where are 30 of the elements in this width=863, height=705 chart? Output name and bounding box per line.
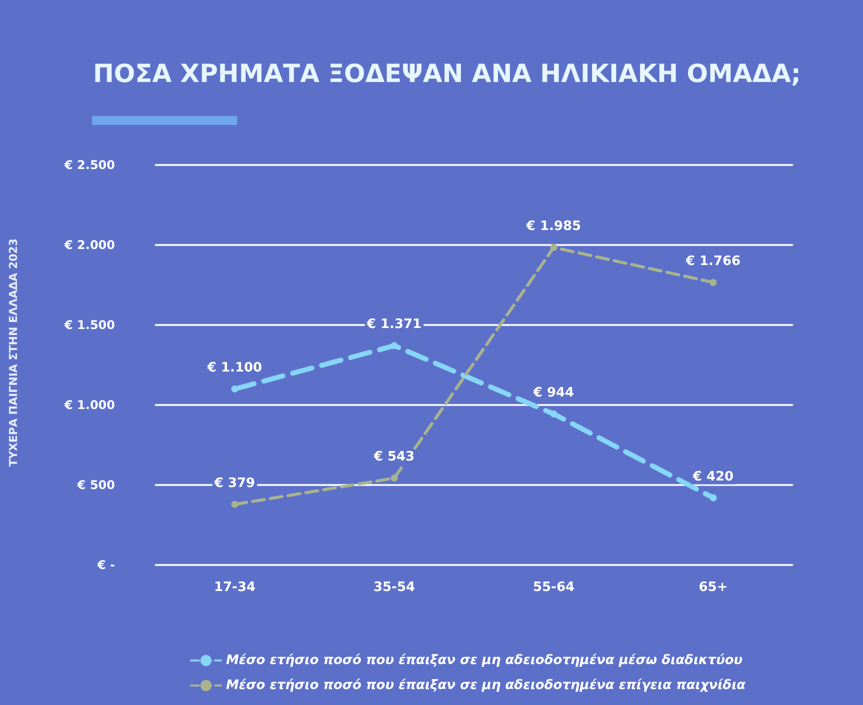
data-label: € 1.371 bbox=[366, 317, 422, 332]
data-label: € 1.100 bbox=[206, 360, 262, 376]
point bbox=[710, 494, 717, 502]
data-label: € 1.766 bbox=[684, 254, 741, 269]
x-tick-label: 35-54 bbox=[373, 580, 416, 595]
legend-label: Μέσο ετήσιο ποσό που έπαιξαν σε μη αδειοδοτημένα μέσω διαδικτύου bbox=[226, 653, 743, 668]
legend-label: Μέσο ετήσιο ποσό που έπαιξαν σε μη αδειοδοτημένα επίγεια παιχνίδια bbox=[226, 678, 746, 693]
x-tick-label: 17-34 bbox=[214, 580, 256, 595]
y-tick-label: € 1.500 bbox=[64, 318, 115, 332]
point bbox=[550, 410, 558, 418]
data-label: € 944 bbox=[532, 385, 574, 400]
text: ΤΥΧΕΡΑ ΠΑΙΓΝΙΑ ΣΤΗΝ ΕΛΛΑΔΑ 2023 bbox=[7, 238, 20, 467]
point bbox=[390, 342, 398, 350]
data-label: € 420 bbox=[692, 469, 734, 484]
x-tick-label: 65+ bbox=[698, 580, 728, 595]
point bbox=[550, 244, 558, 251]
data-label: € 1.985 bbox=[525, 218, 582, 234]
point bbox=[390, 474, 398, 482]
y-tick-label: € 1.000 bbox=[64, 398, 115, 412]
y-tick-label: € - bbox=[96, 558, 116, 572]
point bbox=[231, 386, 238, 392]
data-label: € 543 bbox=[372, 450, 415, 465]
y-tick-label: € 2.500 bbox=[64, 158, 115, 172]
x-tick-label: 55-64 bbox=[532, 580, 575, 595]
y-tick-label: € 500 bbox=[76, 478, 115, 492]
point bbox=[710, 278, 717, 286]
chart-title: ΠΟΣΑ ΧΡΗΜΑΤΑ ΞΟΔΕΨΑΝ ΑΝΑ ΗΛΙΚΙΑΚΗ ΟΜΑΔΑ; bbox=[93, 59, 801, 88]
data-label: € 379 bbox=[213, 476, 256, 491]
point bbox=[231, 500, 238, 508]
y-tick-label: € 2.000 bbox=[64, 238, 115, 252]
